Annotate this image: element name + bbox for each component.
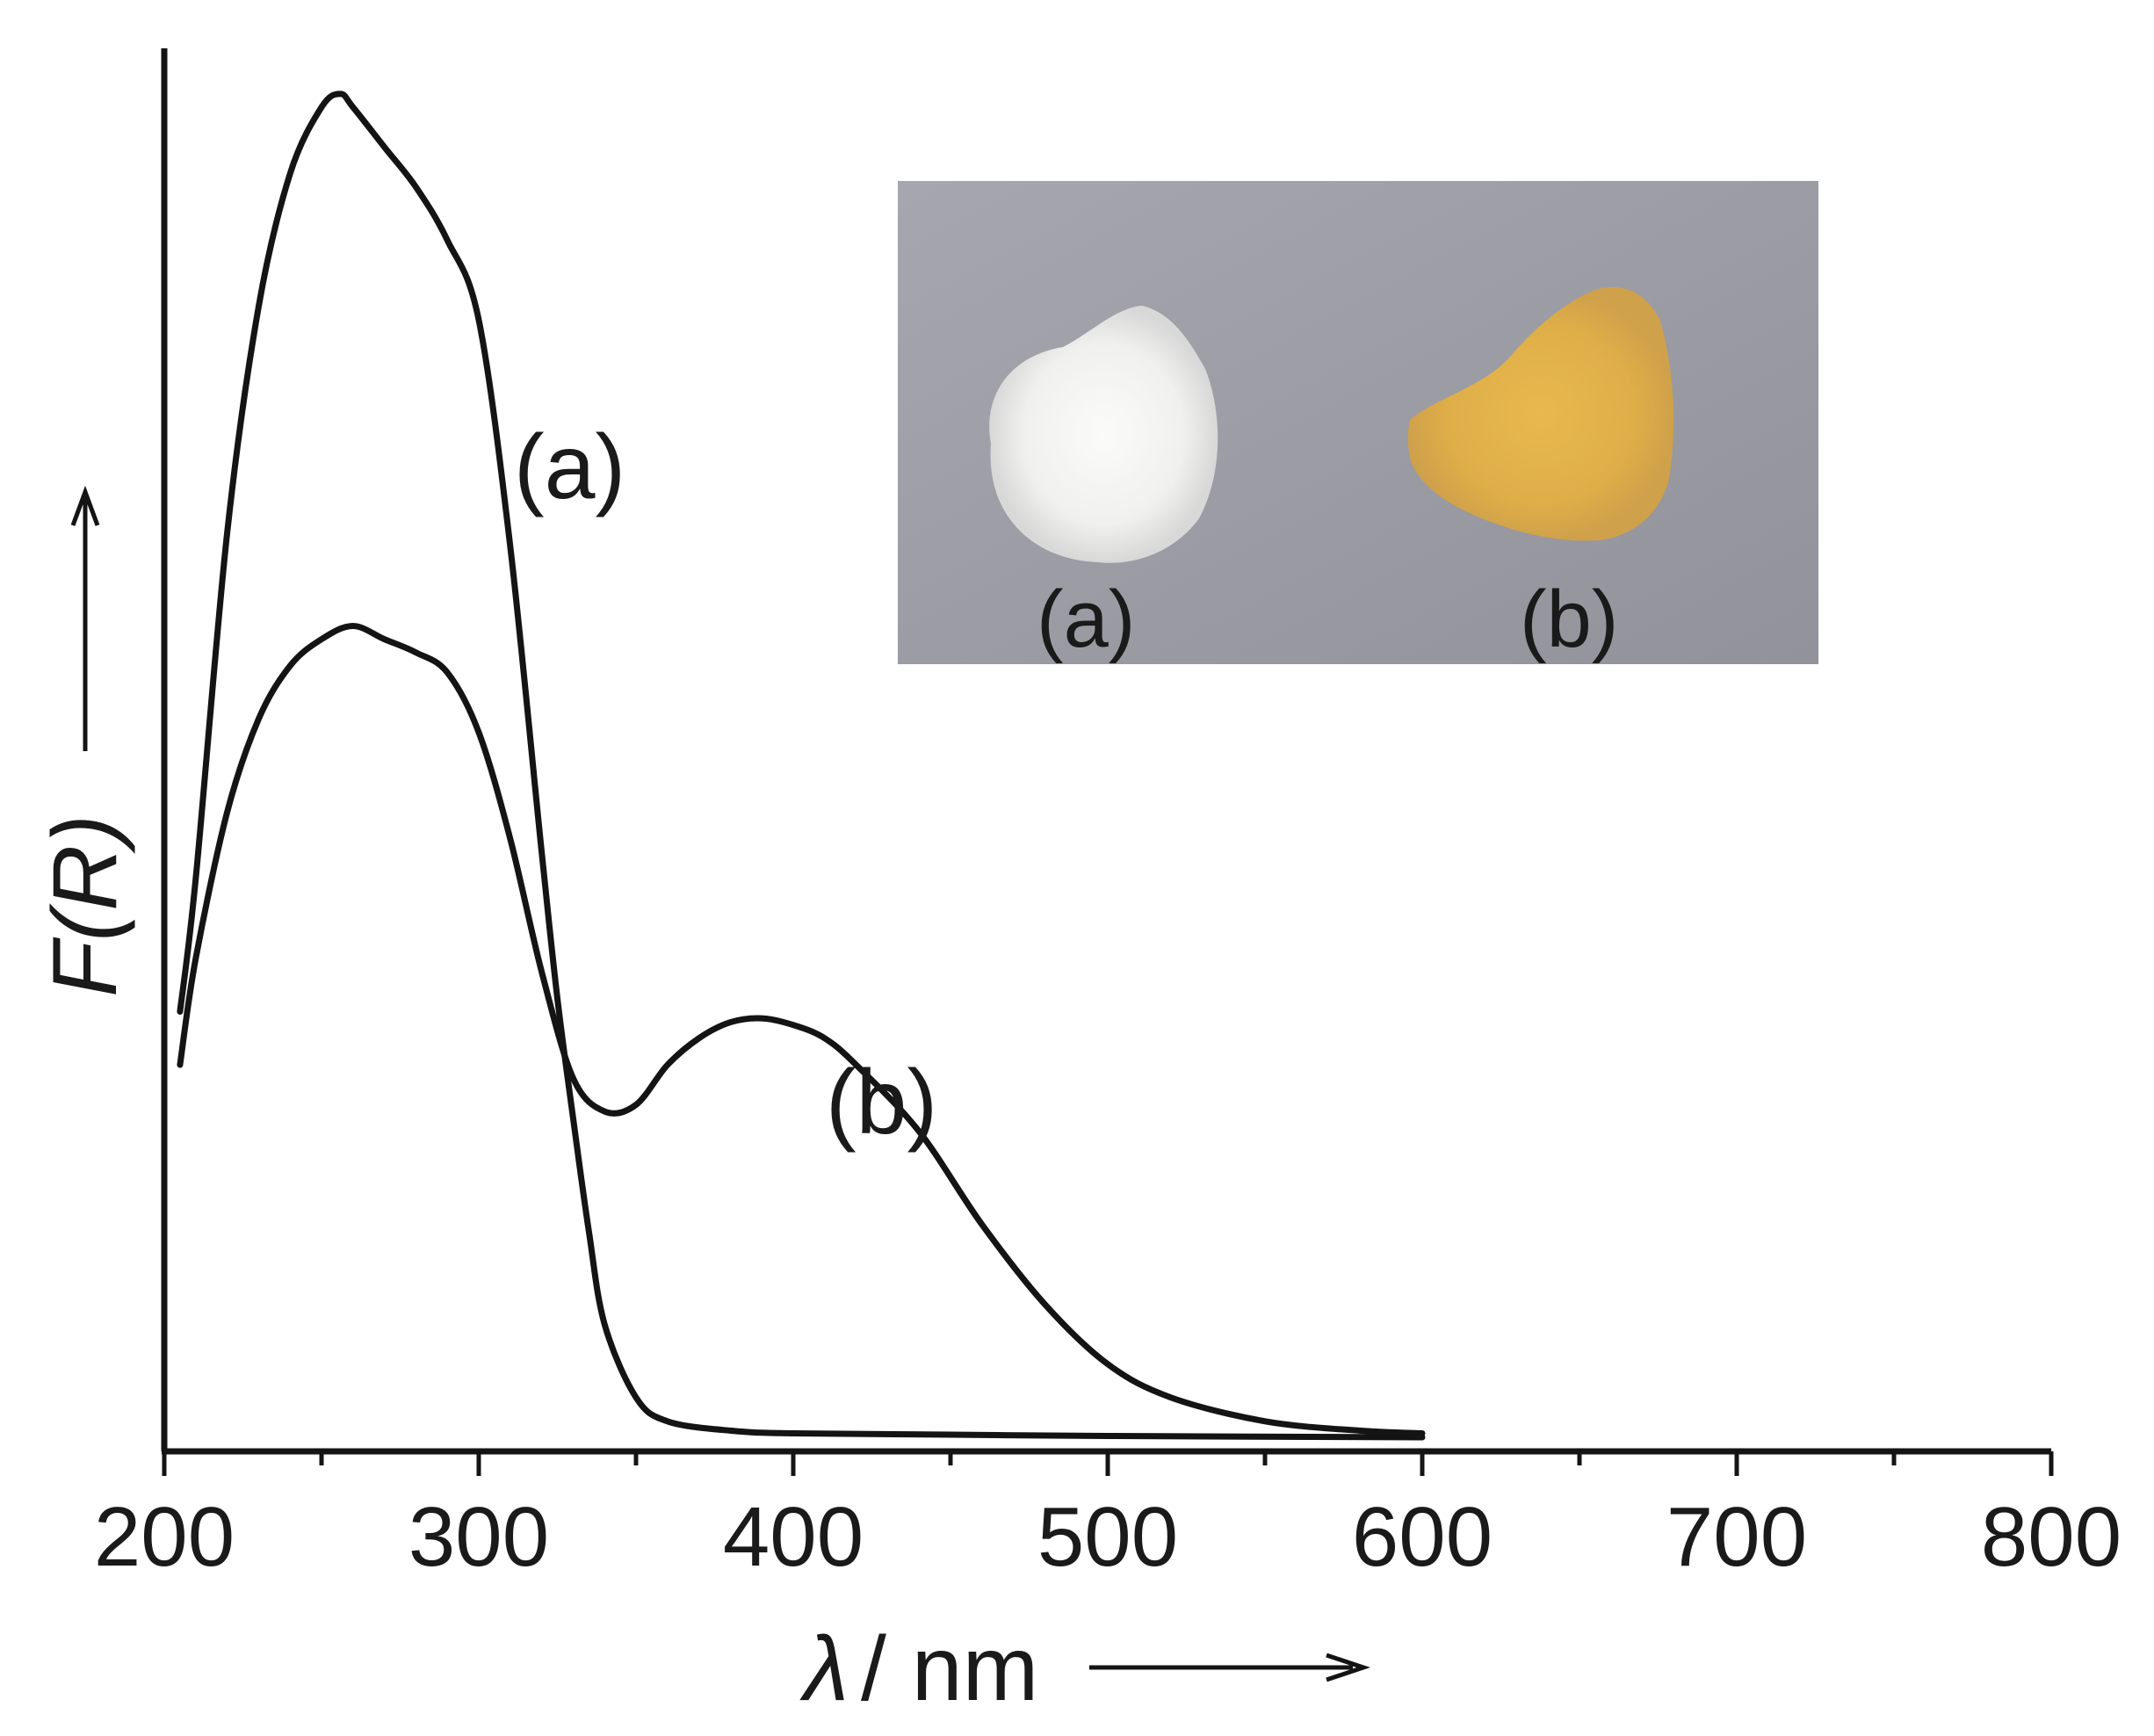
- x-axis-label-symbol: λ: [799, 1618, 849, 1720]
- x-tick-label: 400: [723, 1490, 864, 1584]
- series-line-b: [177, 623, 1426, 1436]
- sample-a-powder: [989, 306, 1218, 563]
- y-axis-label-text: F(R): [34, 814, 136, 997]
- inset-label-b: (b): [1520, 575, 1618, 664]
- x-axis-label: λ / nm: [799, 1618, 1370, 1720]
- series-line-a: [177, 90, 1426, 1441]
- x-tick-label: 200: [94, 1490, 235, 1584]
- x-axis-label-unit: / nm: [861, 1618, 1038, 1720]
- x-axis-ticks: [162, 1451, 2054, 1476]
- x-tick-label: 800: [1981, 1490, 2121, 1584]
- sample-b-powder: [1407, 286, 1674, 541]
- inset-label-a: (a): [1037, 575, 1135, 664]
- y-axis-label: F(R): [34, 485, 136, 997]
- x-tick-label: 300: [408, 1490, 549, 1584]
- x-axis-arrow-head: [1326, 1653, 1370, 1682]
- x-axis-tick-labels: 200 300 400 500 600 700 800: [94, 1490, 2121, 1584]
- x-tick-label: 500: [1037, 1490, 1178, 1584]
- inset-photo: (a) (b): [898, 181, 1818, 664]
- annotation-b: (b): [826, 1052, 937, 1154]
- x-tick-label: 700: [1666, 1490, 1807, 1584]
- annotation-a: (a): [514, 416, 625, 518]
- x-tick-label: 600: [1352, 1490, 1493, 1584]
- y-axis-arrow-head: [70, 485, 100, 526]
